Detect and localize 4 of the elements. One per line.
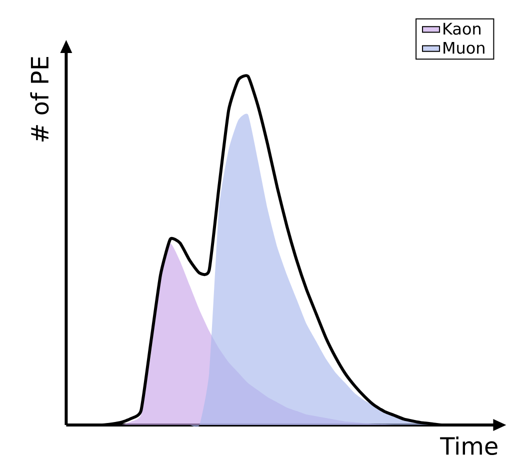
- legend-label: Muon: [444, 42, 484, 54]
- y-axis-title: # of PE: [30, 57, 49, 142]
- x-axis-title: Time: [440, 436, 498, 455]
- legend-label: Kaon: [444, 22, 480, 35]
